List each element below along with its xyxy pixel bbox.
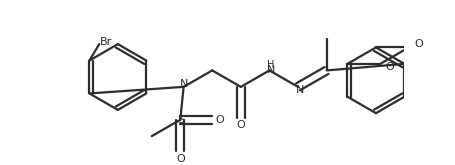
Text: O: O: [236, 120, 245, 130]
Text: N: N: [295, 85, 303, 95]
Text: O: O: [176, 154, 184, 164]
Text: O: O: [385, 62, 394, 72]
Text: O: O: [215, 115, 224, 125]
Text: N: N: [266, 66, 275, 75]
Text: H: H: [267, 60, 274, 69]
Text: N: N: [179, 79, 187, 89]
Text: Br: Br: [100, 37, 112, 47]
Text: O: O: [414, 39, 422, 49]
Text: S: S: [177, 115, 183, 125]
